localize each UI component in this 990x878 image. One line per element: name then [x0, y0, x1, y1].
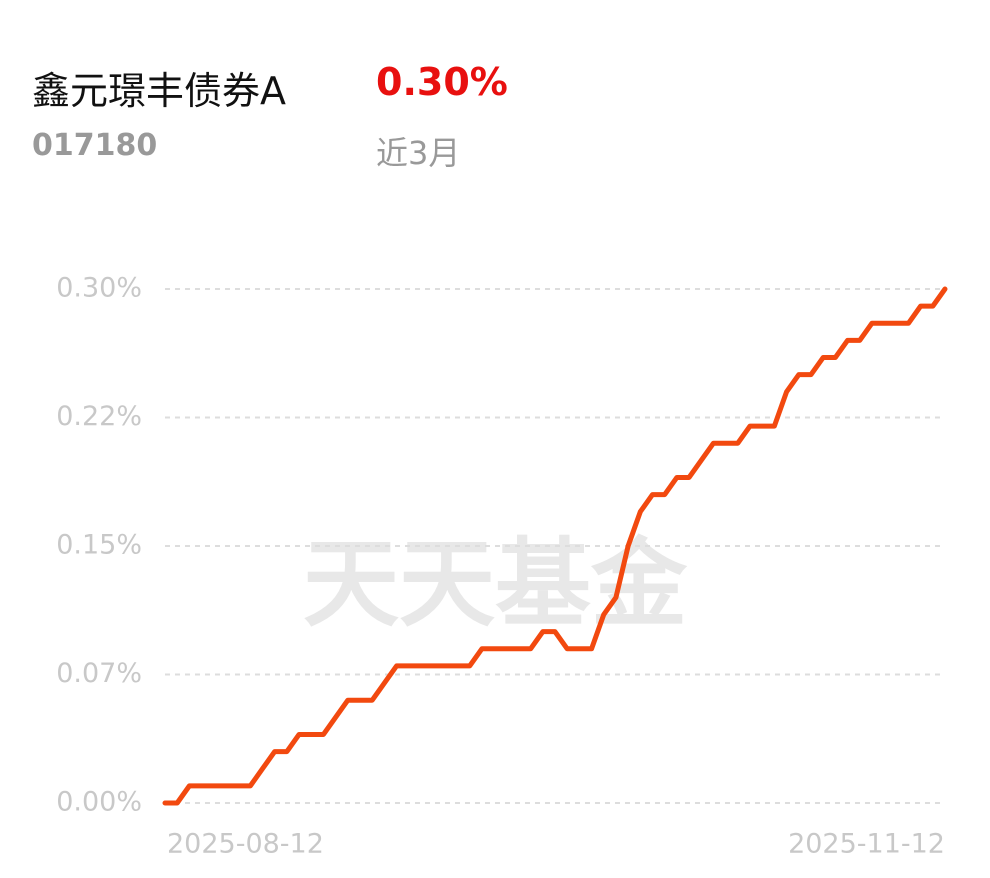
- x-tick-label: 2025-11-12: [788, 829, 945, 860]
- y-tick-label: 0.07%: [56, 658, 142, 689]
- fund-code: 017180: [32, 128, 158, 163]
- y-tick-label: 0.00%: [56, 787, 142, 818]
- fund-return: 0.30%: [376, 60, 508, 104]
- period: 近3月: [376, 134, 461, 172]
- x-tick-label: 2025-08-12: [167, 829, 324, 860]
- y-tick-label: 0.15%: [56, 530, 142, 561]
- fund-name: 鑫元璟丰债券A: [32, 69, 286, 113]
- y-tick-label: 0.22%: [56, 401, 142, 432]
- y-tick-label: 0.30%: [56, 273, 142, 304]
- line-series: [162, 286, 948, 806]
